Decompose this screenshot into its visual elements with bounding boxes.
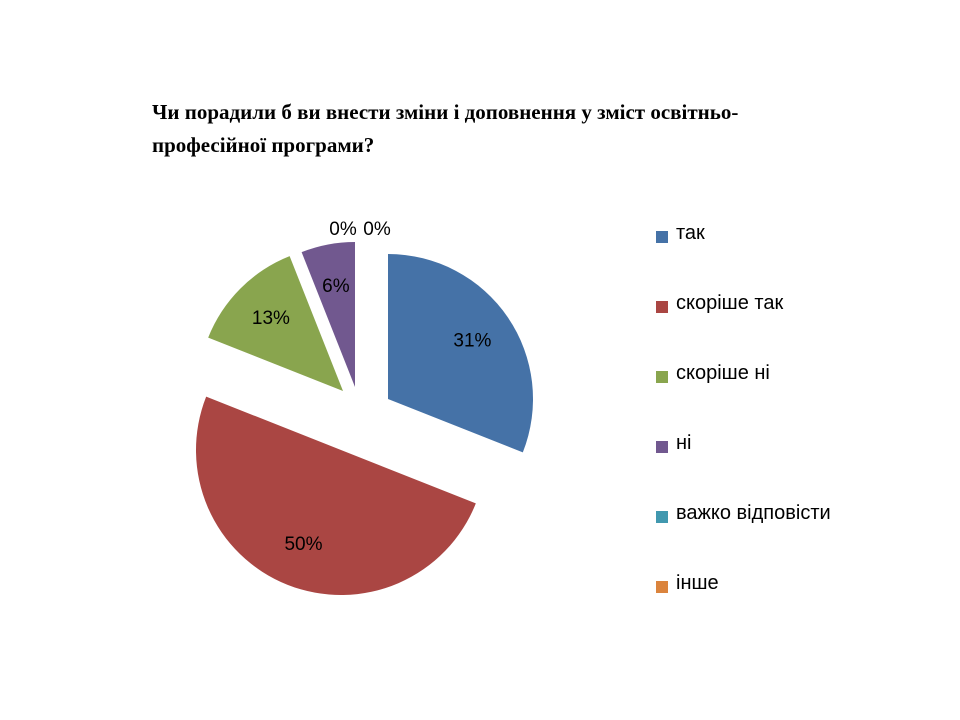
pie-slice-скоріше-так [195, 396, 476, 596]
legend-label: скоріше так [676, 292, 784, 314]
data-label-інше: 0% [363, 219, 391, 240]
pie-slice-так [388, 254, 534, 453]
pie-slice-ні [301, 241, 355, 387]
legend-label: так [676, 222, 705, 244]
legend-swatch [656, 371, 668, 383]
legend-swatch [656, 581, 668, 593]
data-label-скоріше-так: 50% [284, 534, 322, 555]
legend-swatch [656, 231, 668, 243]
legend-swatch [656, 301, 668, 313]
data-label-скоріше-ні: 13% [252, 308, 290, 329]
legend-label: інше [676, 572, 719, 594]
data-label-так: 31% [453, 331, 491, 352]
chart-title: Чи порадили б ви внести зміни і доповнен… [152, 100, 739, 157]
legend-label: ні [676, 432, 692, 454]
legend-swatch [656, 441, 668, 453]
legend-swatch [656, 511, 668, 523]
legend-label: скоріше ні [676, 362, 770, 384]
pie-slice-скоріше-ні [208, 256, 343, 391]
data-label-ні: 6% [322, 276, 350, 297]
data-label-важко-відповісти: 0% [329, 219, 357, 240]
legend-label: важко відповісти [676, 502, 831, 524]
